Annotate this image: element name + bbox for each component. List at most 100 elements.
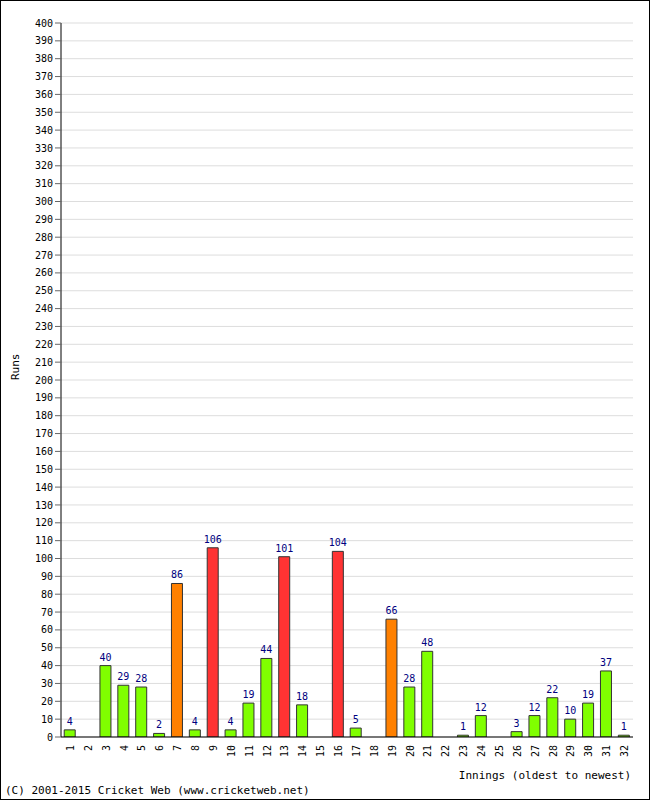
svg-text:37: 37 [600, 657, 612, 668]
svg-text:30: 30 [41, 678, 53, 689]
svg-text:330: 330 [35, 143, 53, 154]
svg-text:130: 130 [35, 500, 53, 511]
svg-text:180: 180 [35, 410, 53, 421]
svg-text:18: 18 [369, 745, 380, 757]
svg-text:250: 250 [35, 285, 53, 296]
svg-text:10: 10 [564, 705, 576, 716]
svg-text:1: 1 [65, 745, 76, 751]
svg-text:12: 12 [528, 702, 540, 713]
svg-text:5: 5 [353, 714, 359, 725]
svg-text:40: 40 [41, 660, 53, 671]
svg-text:29: 29 [565, 745, 576, 757]
svg-text:390: 390 [35, 35, 53, 46]
svg-text:0: 0 [47, 732, 53, 743]
svg-text:20: 20 [41, 696, 53, 707]
svg-text:260: 260 [35, 267, 53, 278]
svg-text:86: 86 [171, 569, 183, 580]
svg-text:190: 190 [35, 392, 53, 403]
svg-text:Runs: Runs [9, 354, 22, 381]
svg-text:25: 25 [494, 745, 505, 757]
svg-text:310: 310 [35, 178, 53, 189]
svg-text:28: 28 [135, 673, 147, 684]
svg-text:360: 360 [35, 89, 53, 100]
svg-text:270: 270 [35, 250, 53, 261]
svg-text:66: 66 [385, 605, 397, 616]
svg-text:19: 19 [387, 745, 398, 757]
svg-text:1: 1 [460, 721, 466, 732]
svg-text:200: 200 [35, 375, 53, 386]
svg-text:1: 1 [621, 721, 627, 732]
svg-text:23: 23 [458, 745, 469, 757]
svg-text:48: 48 [421, 637, 433, 648]
svg-text:Innings (oldest to newest): Innings (oldest to newest) [459, 769, 631, 781]
svg-text:210: 210 [35, 357, 53, 368]
svg-text:9: 9 [208, 745, 219, 751]
svg-text:60: 60 [41, 624, 53, 635]
svg-text:32: 32 [619, 745, 630, 757]
svg-text:2: 2 [156, 719, 162, 730]
svg-text:18: 18 [296, 691, 308, 702]
svg-text:110: 110 [35, 535, 53, 546]
svg-text:240: 240 [35, 303, 53, 314]
svg-text:13: 13 [279, 745, 290, 757]
svg-text:80: 80 [41, 589, 53, 600]
svg-text:28: 28 [548, 745, 559, 757]
svg-text:400: 400 [35, 18, 53, 29]
svg-text:29: 29 [117, 671, 129, 682]
svg-text:31: 31 [601, 745, 612, 757]
svg-text:350: 350 [35, 107, 53, 118]
svg-text:44: 44 [260, 644, 272, 655]
svg-text:101: 101 [275, 543, 293, 554]
svg-text:160: 160 [35, 446, 53, 457]
svg-text:21: 21 [422, 745, 433, 757]
svg-text:30: 30 [583, 745, 594, 757]
svg-text:104: 104 [329, 537, 347, 548]
svg-text:70: 70 [41, 607, 53, 618]
svg-text:14: 14 [297, 745, 308, 757]
svg-text:340: 340 [35, 125, 53, 136]
svg-text:120: 120 [35, 517, 53, 528]
svg-text:22: 22 [440, 745, 451, 757]
svg-text:26: 26 [512, 745, 523, 757]
svg-text:17: 17 [351, 745, 362, 757]
svg-text:40: 40 [99, 652, 111, 663]
svg-text:22: 22 [546, 684, 558, 695]
svg-text:16: 16 [333, 745, 344, 757]
svg-text:19: 19 [582, 689, 594, 700]
svg-text:12: 12 [475, 702, 487, 713]
svg-text:4: 4 [119, 745, 130, 751]
svg-text:3: 3 [514, 718, 520, 729]
svg-text:4: 4 [67, 716, 73, 727]
svg-text:6: 6 [154, 745, 165, 751]
svg-text:8: 8 [190, 745, 201, 751]
svg-text:19: 19 [242, 689, 254, 700]
svg-text:10: 10 [41, 714, 53, 725]
svg-text:4: 4 [192, 716, 198, 727]
svg-text:4: 4 [228, 716, 234, 727]
svg-text:12: 12 [262, 745, 273, 757]
svg-text:10: 10 [226, 745, 237, 757]
svg-text:3: 3 [101, 745, 112, 751]
svg-text:28: 28 [403, 673, 415, 684]
svg-text:150: 150 [35, 464, 53, 475]
svg-text:2: 2 [83, 745, 94, 751]
svg-text:50: 50 [41, 642, 53, 653]
svg-text:7: 7 [172, 745, 183, 751]
svg-text:280: 280 [35, 232, 53, 243]
svg-text:15: 15 [315, 745, 326, 757]
svg-text:24: 24 [476, 745, 487, 757]
svg-text:290: 290 [35, 214, 53, 225]
svg-text:90: 90 [41, 571, 53, 582]
svg-text:300: 300 [35, 196, 53, 207]
svg-text:170: 170 [35, 428, 53, 439]
svg-text:320: 320 [35, 160, 53, 171]
svg-text:380: 380 [35, 53, 53, 64]
svg-text:230: 230 [35, 321, 53, 332]
svg-text:27: 27 [530, 745, 541, 757]
svg-text:20: 20 [405, 745, 416, 757]
svg-text:106: 106 [204, 534, 222, 545]
svg-text:220: 220 [35, 339, 53, 350]
svg-text:5: 5 [136, 745, 147, 751]
svg-text:11: 11 [244, 745, 255, 757]
svg-text:370: 370 [35, 71, 53, 82]
